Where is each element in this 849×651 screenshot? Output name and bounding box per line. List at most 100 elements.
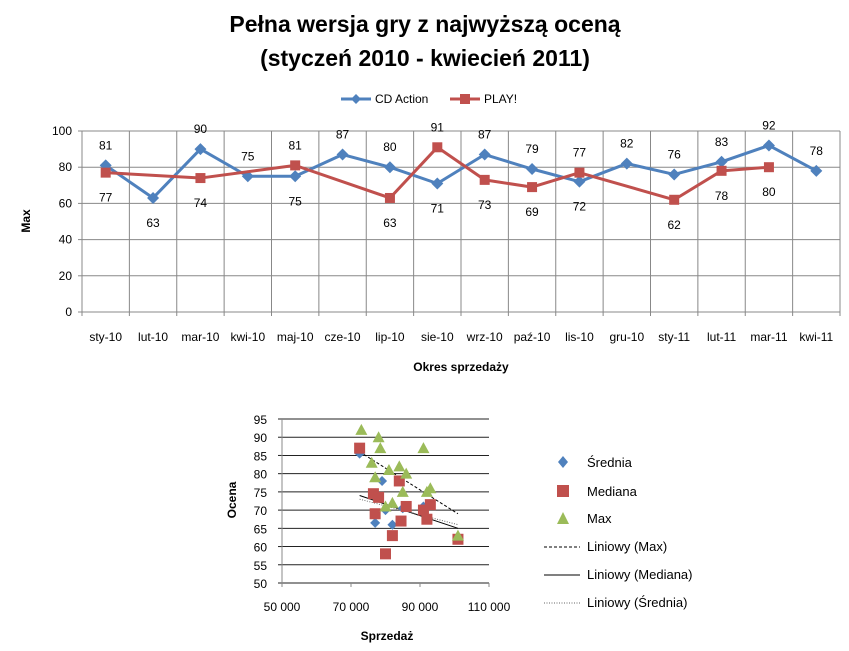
scatter-point-mediana-8	[400, 500, 412, 512]
scatter-point-max-2	[369, 471, 382, 483]
scatter-ytick-label-60: 60	[254, 541, 268, 555]
scatter-ytick-label-90: 90	[254, 431, 268, 445]
scatter-ytick-label-80: 80	[254, 468, 268, 482]
line-chart-xtick-label-paź-10: paź-10	[514, 330, 551, 344]
data-label-cd-action-paź-10: 79	[525, 142, 539, 156]
scatter-point-max-4	[374, 442, 387, 454]
line-chart-xtick-label-maj-10: maj-10	[277, 330, 314, 344]
line-chart-title-line2: (styczeń 2010 - kwiecień 2011)	[260, 45, 590, 71]
point-cd-action-cze-10	[336, 148, 349, 161]
data-label-cd-action-wrz-10: 87	[478, 128, 492, 142]
point-cd-action-kwi-11	[810, 164, 823, 177]
point-play-sty-11	[669, 194, 680, 205]
scatter-point-max-6	[382, 464, 395, 476]
legend-marker-play	[460, 94, 470, 104]
point-cd-action-lut-10	[147, 191, 160, 204]
line-chart-ytick-label-40: 40	[59, 233, 73, 247]
scatter-xtick-label-1: 70 000	[333, 600, 370, 614]
data-label-cd-action-gru-10: 82	[620, 137, 634, 151]
line-chart-xtick-label-lut-10: lut-10	[138, 330, 168, 344]
scatter-point-max-1	[365, 456, 378, 468]
data-label-play-mar-11: 80	[762, 185, 776, 199]
line-chart-xtick-label-cze-10: cze-10	[325, 330, 361, 344]
scatter-ylabel: Ocena	[225, 481, 239, 518]
scatter-point-średnia-2	[377, 475, 388, 486]
scatter-point-mediana-11	[424, 499, 436, 511]
data-label-play-lis-10: 77	[573, 146, 587, 160]
scatter-point-mediana-10	[421, 513, 433, 525]
legend-label-trend-max: Liniowy (Max)	[587, 539, 667, 554]
scatter-ytick-label-65: 65	[254, 522, 268, 536]
scatter-point-mediana-9	[417, 504, 429, 516]
scatter-xtick-label-0: 50 000	[264, 600, 301, 614]
data-label-cd-action-sty-10: 81	[99, 138, 113, 152]
trendline-liniowy-max	[359, 451, 459, 515]
point-play-paź-10	[527, 182, 538, 193]
legend-label-trend-srednia: Liniowy (Średnia)	[587, 595, 687, 610]
point-cd-action-sty-11	[668, 168, 681, 181]
point-cd-action-mar-10	[194, 143, 207, 156]
scatter-ytick-label-50: 50	[254, 577, 268, 591]
data-label-cd-action-lut-10: 63	[146, 216, 160, 230]
point-cd-action-lis-10	[573, 175, 586, 188]
line-chart-xtick-label-lis-10: lis-10	[565, 330, 594, 344]
line-chart-ytick-label-0: 0	[65, 305, 72, 319]
data-label-play-lut-11: 78	[715, 189, 729, 203]
scatter-point-max-14	[451, 529, 464, 541]
scatter-point-max-3	[372, 431, 385, 443]
line-chart-xtick-label-wrz-10: wrz-10	[466, 330, 503, 344]
line-chart-xtick-label-sty-11: sty-11	[658, 330, 690, 344]
line-chart-xtick-label-gru-10: gru-10	[609, 330, 644, 344]
scatter-point-max-0	[355, 423, 368, 435]
data-label-play-sie-10: 91	[431, 120, 445, 134]
scatter-ytick-label-85: 85	[254, 449, 268, 463]
scatter-point-max-5	[379, 500, 392, 512]
point-cd-action-lut-11	[715, 155, 728, 168]
data-label-cd-action-maj-10: 75	[289, 194, 303, 208]
scatter-point-mediana-7	[395, 515, 407, 527]
scatter-ytick-label-75: 75	[254, 486, 268, 500]
point-cd-action-mar-11	[762, 139, 775, 152]
point-play-lut-11	[716, 165, 727, 176]
data-label-cd-action-lis-10: 72	[573, 200, 587, 214]
legend-marker-srednia	[558, 456, 568, 468]
data-label-cd-action-lip-10: 80	[383, 140, 397, 154]
scatter-point-mediana-4	[380, 548, 391, 560]
legend-label-play: PLAY!	[484, 92, 517, 106]
data-label-play-maj-10: 81	[289, 138, 303, 152]
scatter-point-max-8	[393, 460, 406, 472]
legend-label-srednia: Średnia	[587, 455, 633, 470]
line-chart-ylabel: Max	[19, 209, 33, 233]
line-chart-legend: CD Action PLAY!	[341, 92, 517, 106]
point-cd-action-lip-10	[383, 161, 396, 174]
point-play-sty-10	[100, 167, 111, 178]
data-label-cd-action-mar-10: 90	[194, 122, 208, 136]
line-chart-plot: 0 20 40 60 80 100 sty-10 lut-10 mar-10 kwi-10 maj-…	[52, 118, 841, 344]
line-chart-xtick-label-kwi-10: kwi-10	[230, 330, 265, 344]
scatter-point-mediana-2	[369, 508, 381, 520]
legend-label-max: Max	[587, 511, 612, 526]
line-chart-xtick-label-mar-10: mar-10	[181, 330, 219, 344]
line-chart-ytick-label-20: 20	[59, 269, 73, 283]
scatter-point-średnia-4	[387, 519, 398, 530]
scatter-ytick-label-55: 55	[254, 559, 268, 573]
legend-label-cd-action: CD Action	[375, 92, 428, 106]
point-cd-action-gru-10	[620, 157, 633, 170]
legend-label-trend-mediana: Liniowy (Mediana)	[587, 567, 693, 582]
line-chart-ytick-label-60: 60	[59, 196, 73, 210]
scatter-point-średnia-1	[370, 517, 381, 528]
data-label-cd-action-lut-11: 83	[715, 135, 729, 149]
point-play-lip-10	[384, 192, 395, 203]
point-play-mar-10	[195, 173, 206, 184]
scatter-xtick-label-3: 110 000	[468, 600, 511, 614]
point-cd-action-maj-10	[289, 170, 302, 183]
scatter-point-mediana-6	[393, 475, 405, 487]
data-label-cd-action-kwi-10: 75	[241, 149, 255, 163]
point-play-lis-10	[574, 167, 585, 178]
line-chart-xtick-label-lip-10: lip-10	[375, 330, 405, 344]
point-cd-action-wrz-10	[478, 148, 491, 161]
point-play-maj-10	[290, 160, 301, 171]
data-label-play-sty-10: 77	[99, 191, 113, 205]
data-label-play-wrz-10: 73	[478, 198, 492, 212]
